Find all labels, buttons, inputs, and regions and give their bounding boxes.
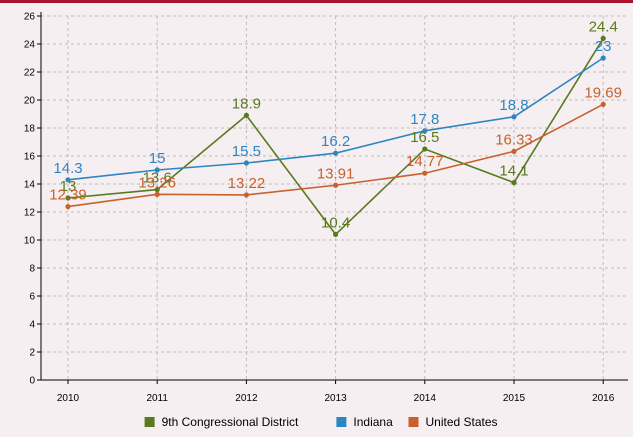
data-label: 10.4 bbox=[321, 214, 350, 231]
y-tick-label: 16 bbox=[24, 152, 36, 163]
data-label: 13.6 bbox=[143, 170, 172, 187]
data-point bbox=[154, 187, 160, 193]
data-point bbox=[65, 203, 71, 210]
data-point bbox=[333, 231, 339, 237]
legend-swatch bbox=[336, 417, 347, 427]
legend-label: United States bbox=[426, 415, 498, 429]
y-tick-label: 24 bbox=[24, 40, 36, 51]
data-label: 13.22 bbox=[228, 175, 266, 192]
y-tick-label: 18 bbox=[24, 124, 36, 135]
data-label: 13 bbox=[60, 178, 77, 195]
legend-swatch bbox=[408, 417, 419, 427]
data-label: 16.33 bbox=[495, 131, 533, 148]
data-point bbox=[422, 170, 428, 176]
y-tick-label: 2 bbox=[29, 348, 35, 359]
x-tick-label: 2012 bbox=[235, 393, 258, 404]
series-layer bbox=[65, 35, 606, 237]
y-tick-label: 0 bbox=[29, 376, 35, 387]
y-tick-label: 26 bbox=[24, 12, 36, 23]
grid-layer bbox=[41, 15, 628, 380]
y-tick-label: 12 bbox=[24, 208, 36, 219]
data-label: 15 bbox=[149, 150, 166, 167]
data-point bbox=[511, 148, 517, 154]
data-point bbox=[243, 192, 249, 198]
top-accent-bar bbox=[0, 0, 633, 3]
y-tick-label: 22 bbox=[24, 68, 36, 79]
data-point bbox=[422, 128, 428, 134]
data-label: 16.2 bbox=[321, 133, 350, 150]
data-label: 18.8 bbox=[499, 97, 528, 114]
data-point bbox=[243, 160, 249, 166]
legend-label: 9th Congressional District bbox=[162, 415, 299, 429]
data-label: 24.4 bbox=[589, 18, 618, 35]
data-point bbox=[333, 182, 339, 188]
y-tick-label: 20 bbox=[24, 96, 36, 107]
data-label-layer: 13 13.6 18.9 10.4 16.5 14.1 24.4 14.3 15 15.5 16.2… bbox=[49, 18, 622, 231]
legend-label: Indiana bbox=[353, 415, 393, 429]
plot-background bbox=[41, 16, 628, 380]
data-point bbox=[65, 195, 71, 201]
data-point bbox=[422, 146, 428, 152]
data-point bbox=[65, 177, 71, 183]
y-tick-label: 4 bbox=[29, 320, 35, 331]
data-point bbox=[154, 191, 160, 197]
data-label: 12.39 bbox=[49, 187, 87, 204]
y-tick-label: 14 bbox=[24, 180, 36, 191]
data-label: 14.77 bbox=[406, 153, 444, 170]
data-label: 18.9 bbox=[232, 95, 261, 112]
data-label: 15.5 bbox=[232, 143, 261, 160]
data-point bbox=[600, 35, 606, 42]
y-tick-label: 6 bbox=[29, 292, 35, 303]
data-point bbox=[511, 114, 517, 120]
data-label: 13.26 bbox=[138, 174, 176, 191]
x-tick-label: 2014 bbox=[414, 393, 437, 404]
data-point bbox=[600, 55, 606, 61]
data-label: 23 bbox=[595, 38, 612, 55]
x-tick-label: 2010 bbox=[57, 393, 80, 404]
x-tick-label: 2016 bbox=[592, 393, 615, 404]
data-label: 17.8 bbox=[410, 111, 439, 128]
legend-swatch bbox=[144, 417, 155, 427]
data-label: 16.5 bbox=[410, 129, 439, 146]
data-label: 14.1 bbox=[499, 163, 528, 180]
y-tick-label: 8 bbox=[29, 264, 35, 275]
x-tick-label: 2011 bbox=[146, 393, 168, 404]
data-point bbox=[243, 112, 249, 118]
data-label: 13.91 bbox=[317, 165, 355, 182]
data-point bbox=[511, 180, 517, 186]
data-point bbox=[154, 167, 160, 173]
legend: 9th Congressional District Indiana United … bbox=[144, 415, 498, 429]
x-tick-label: 2015 bbox=[503, 393, 526, 404]
data-point bbox=[333, 150, 339, 156]
data-label: 19.69 bbox=[584, 84, 622, 101]
x-tick-label: 2013 bbox=[324, 393, 347, 404]
y-tick-label: 10 bbox=[24, 236, 36, 247]
data-label: 14.3 bbox=[53, 160, 82, 177]
data-point bbox=[600, 101, 606, 107]
